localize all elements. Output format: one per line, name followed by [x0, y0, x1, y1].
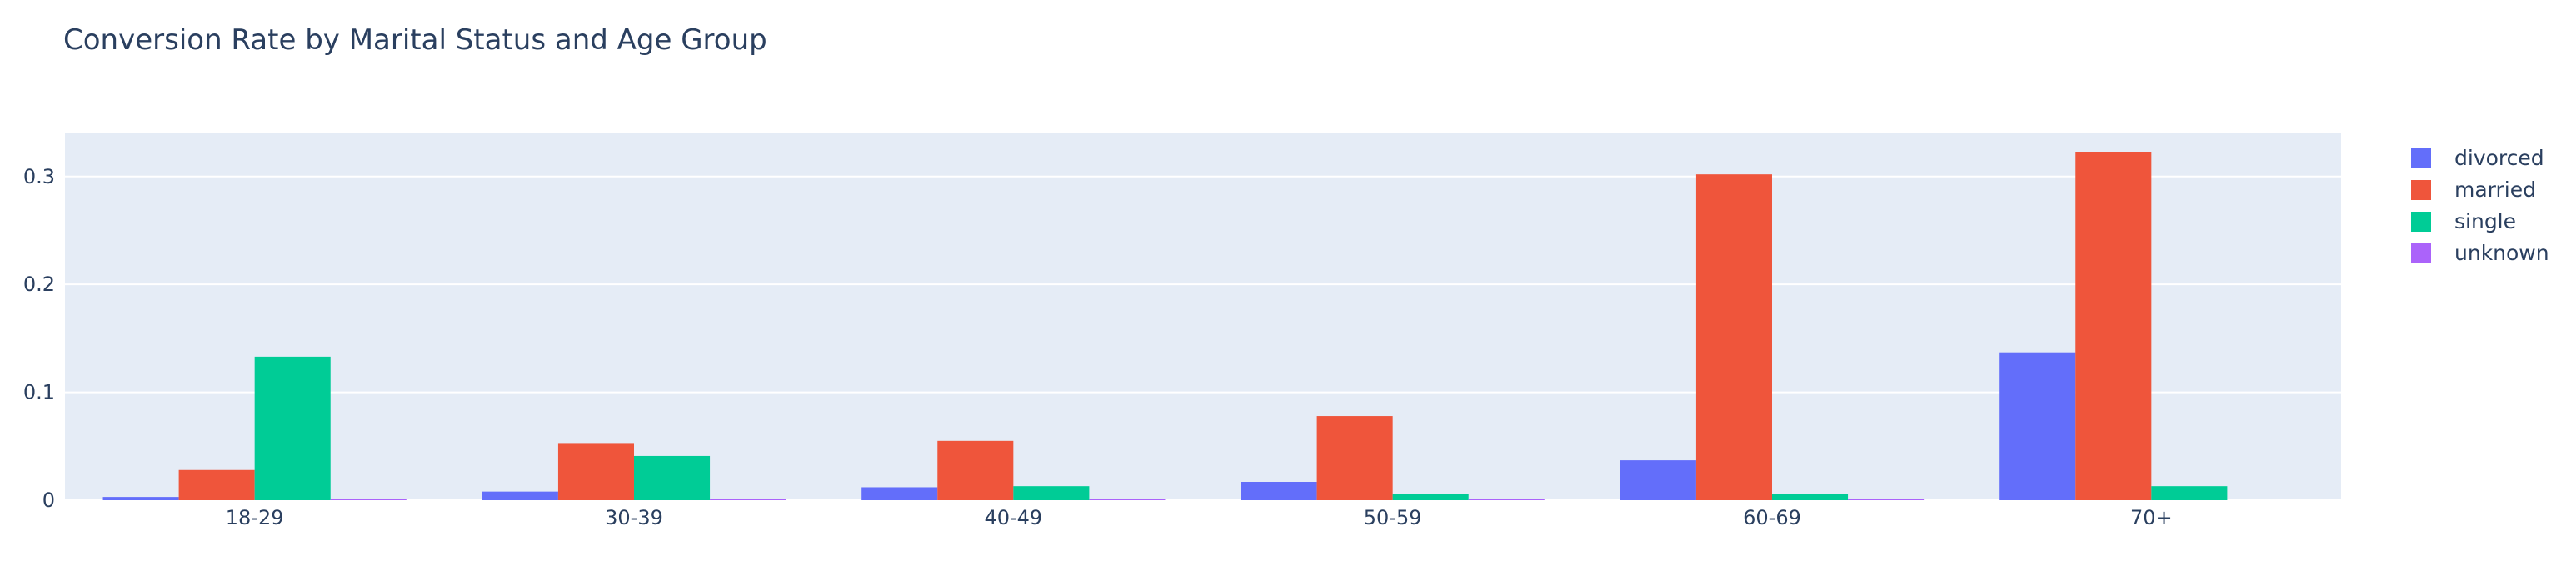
y-tick-label: 0.2	[23, 273, 55, 296]
bar-single-30-39	[634, 455, 711, 500]
bar-married-40-49	[937, 440, 1014, 500]
x-tick-label: 50-59	[1364, 506, 1422, 529]
bar-married-18-29	[178, 469, 255, 500]
legend: divorced married single unknown	[2411, 146, 2549, 265]
legend-label-unknown[interactable]: unknown	[2454, 241, 2549, 265]
bar-married-50-59	[1316, 416, 1393, 500]
legend-label-married[interactable]: married	[2454, 178, 2536, 202]
legend-label-single[interactable]: single	[2454, 209, 2516, 233]
bar-single-40-49	[1013, 486, 1090, 500]
bar-divorced-40-49	[861, 487, 938, 500]
x-tick-label: 18-29	[226, 506, 284, 529]
plot-area	[65, 133, 2341, 500]
bar-unknown-30-39	[710, 499, 786, 500]
bar-divorced-70+	[1999, 352, 2076, 500]
legend-swatch-single[interactable]	[2411, 212, 2431, 232]
bar-divorced-30-39	[482, 491, 558, 500]
chart-title: Conversion Rate by Marital Status and Ag…	[63, 23, 767, 57]
x-tick-label: 30-39	[605, 506, 663, 529]
y-tick-label: 0.3	[23, 165, 55, 188]
bar-divorced-18-29	[102, 497, 179, 500]
gridlines	[65, 175, 2341, 502]
bar-divorced-50-59	[1241, 482, 1317, 500]
legend-label-divorced[interactable]: divorced	[2454, 146, 2544, 170]
bar-single-18-29	[254, 356, 331, 500]
bar-married-70+	[2075, 152, 2152, 500]
bar-single-70+	[2151, 486, 2228, 500]
bar-married-30-39	[557, 443, 634, 500]
bar-single-50-59	[1392, 494, 1469, 500]
bars	[102, 152, 2228, 501]
y-axis-ticks: 0 0.1 0.2 0.3	[23, 165, 55, 512]
bar-unknown-50-59	[1468, 499, 1545, 500]
legend-swatch-unknown[interactable]	[2411, 243, 2431, 263]
x-tick-label: 60-69	[1743, 506, 1801, 529]
legend-swatch-divorced[interactable]	[2411, 148, 2431, 168]
bar-divorced-60-69	[1620, 460, 1696, 500]
bar-unknown-18-29	[330, 499, 407, 500]
bar-married-60-69	[1695, 174, 1772, 501]
bar-unknown-60-69	[1848, 499, 1925, 500]
bar-unknown-40-49	[1089, 499, 1166, 500]
legend-swatch-married[interactable]	[2411, 180, 2431, 200]
y-tick-label: 0.1	[23, 381, 55, 404]
x-tick-label: 70+	[2130, 506, 2173, 529]
x-axis-ticks: 18-29 30-39 40-49 50-59 60-69 70+	[226, 506, 2173, 529]
bar-single-60-69	[1772, 494, 1849, 500]
x-tick-label: 40-49	[984, 506, 1042, 529]
y-tick-label: 0	[42, 489, 55, 512]
